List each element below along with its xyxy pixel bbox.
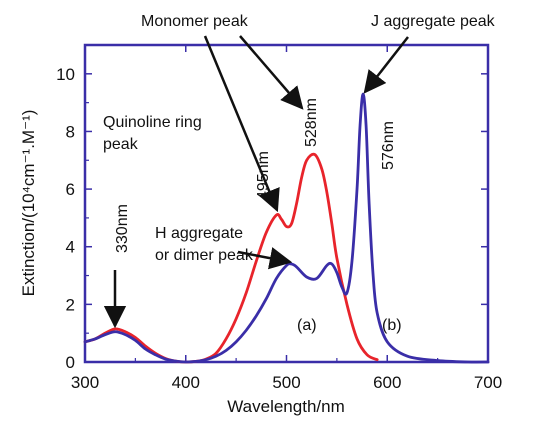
series-line-a <box>83 152 379 364</box>
plot-frame <box>83 43 490 364</box>
x-tick-label: 600 <box>373 373 401 392</box>
y-tick-label: 4 <box>66 238 75 257</box>
y-tick-label: 8 <box>66 122 75 141</box>
series-a-label: (a) <box>297 317 317 334</box>
x-tick-label: 400 <box>172 373 200 392</box>
y-tick-label: 10 <box>56 65 75 84</box>
h-aggregate-label-line2: or dimer peak <box>155 247 254 264</box>
axis-ticks: 300 400 500 600 700 0 2 4 6 8 10 <box>56 45 502 392</box>
x-tick-label: 300 <box>71 373 99 392</box>
monomer-arrow-495 <box>203 35 280 213</box>
x-tick-label: 700 <box>474 373 502 392</box>
y-axis-label: Extinction/(10⁴cm⁻¹.M⁻¹) <box>19 110 38 297</box>
series-group <box>83 92 490 364</box>
quinoline-label-line1: Quinoline ring <box>103 114 202 131</box>
wavelength-576-label: 576nm <box>380 121 397 170</box>
monomer-peak-label: Monomer peak <box>141 13 249 30</box>
wavelength-330-label: 330nm <box>114 204 131 253</box>
series-b-label: (b) <box>382 317 402 334</box>
h-aggregate-arrow <box>237 247 293 270</box>
series-line-b <box>83 92 490 364</box>
wavelength-528-label: 528nm <box>303 98 320 147</box>
y-tick-label: 0 <box>66 353 75 372</box>
j-aggregate-arrow <box>363 36 409 94</box>
j-aggregate-peak-label: J aggregate peak <box>371 13 496 30</box>
x-tick-label: 500 <box>272 373 300 392</box>
y-tick-label: 2 <box>66 295 75 314</box>
x-axis-label: Wavelength/nm <box>227 397 344 416</box>
quinoline-label-line2: peak <box>103 136 139 153</box>
h-aggregate-label-line1: H aggregate <box>155 225 243 242</box>
monomer-arrow-528 <box>239 35 304 110</box>
y-tick-label: 6 <box>66 180 75 199</box>
